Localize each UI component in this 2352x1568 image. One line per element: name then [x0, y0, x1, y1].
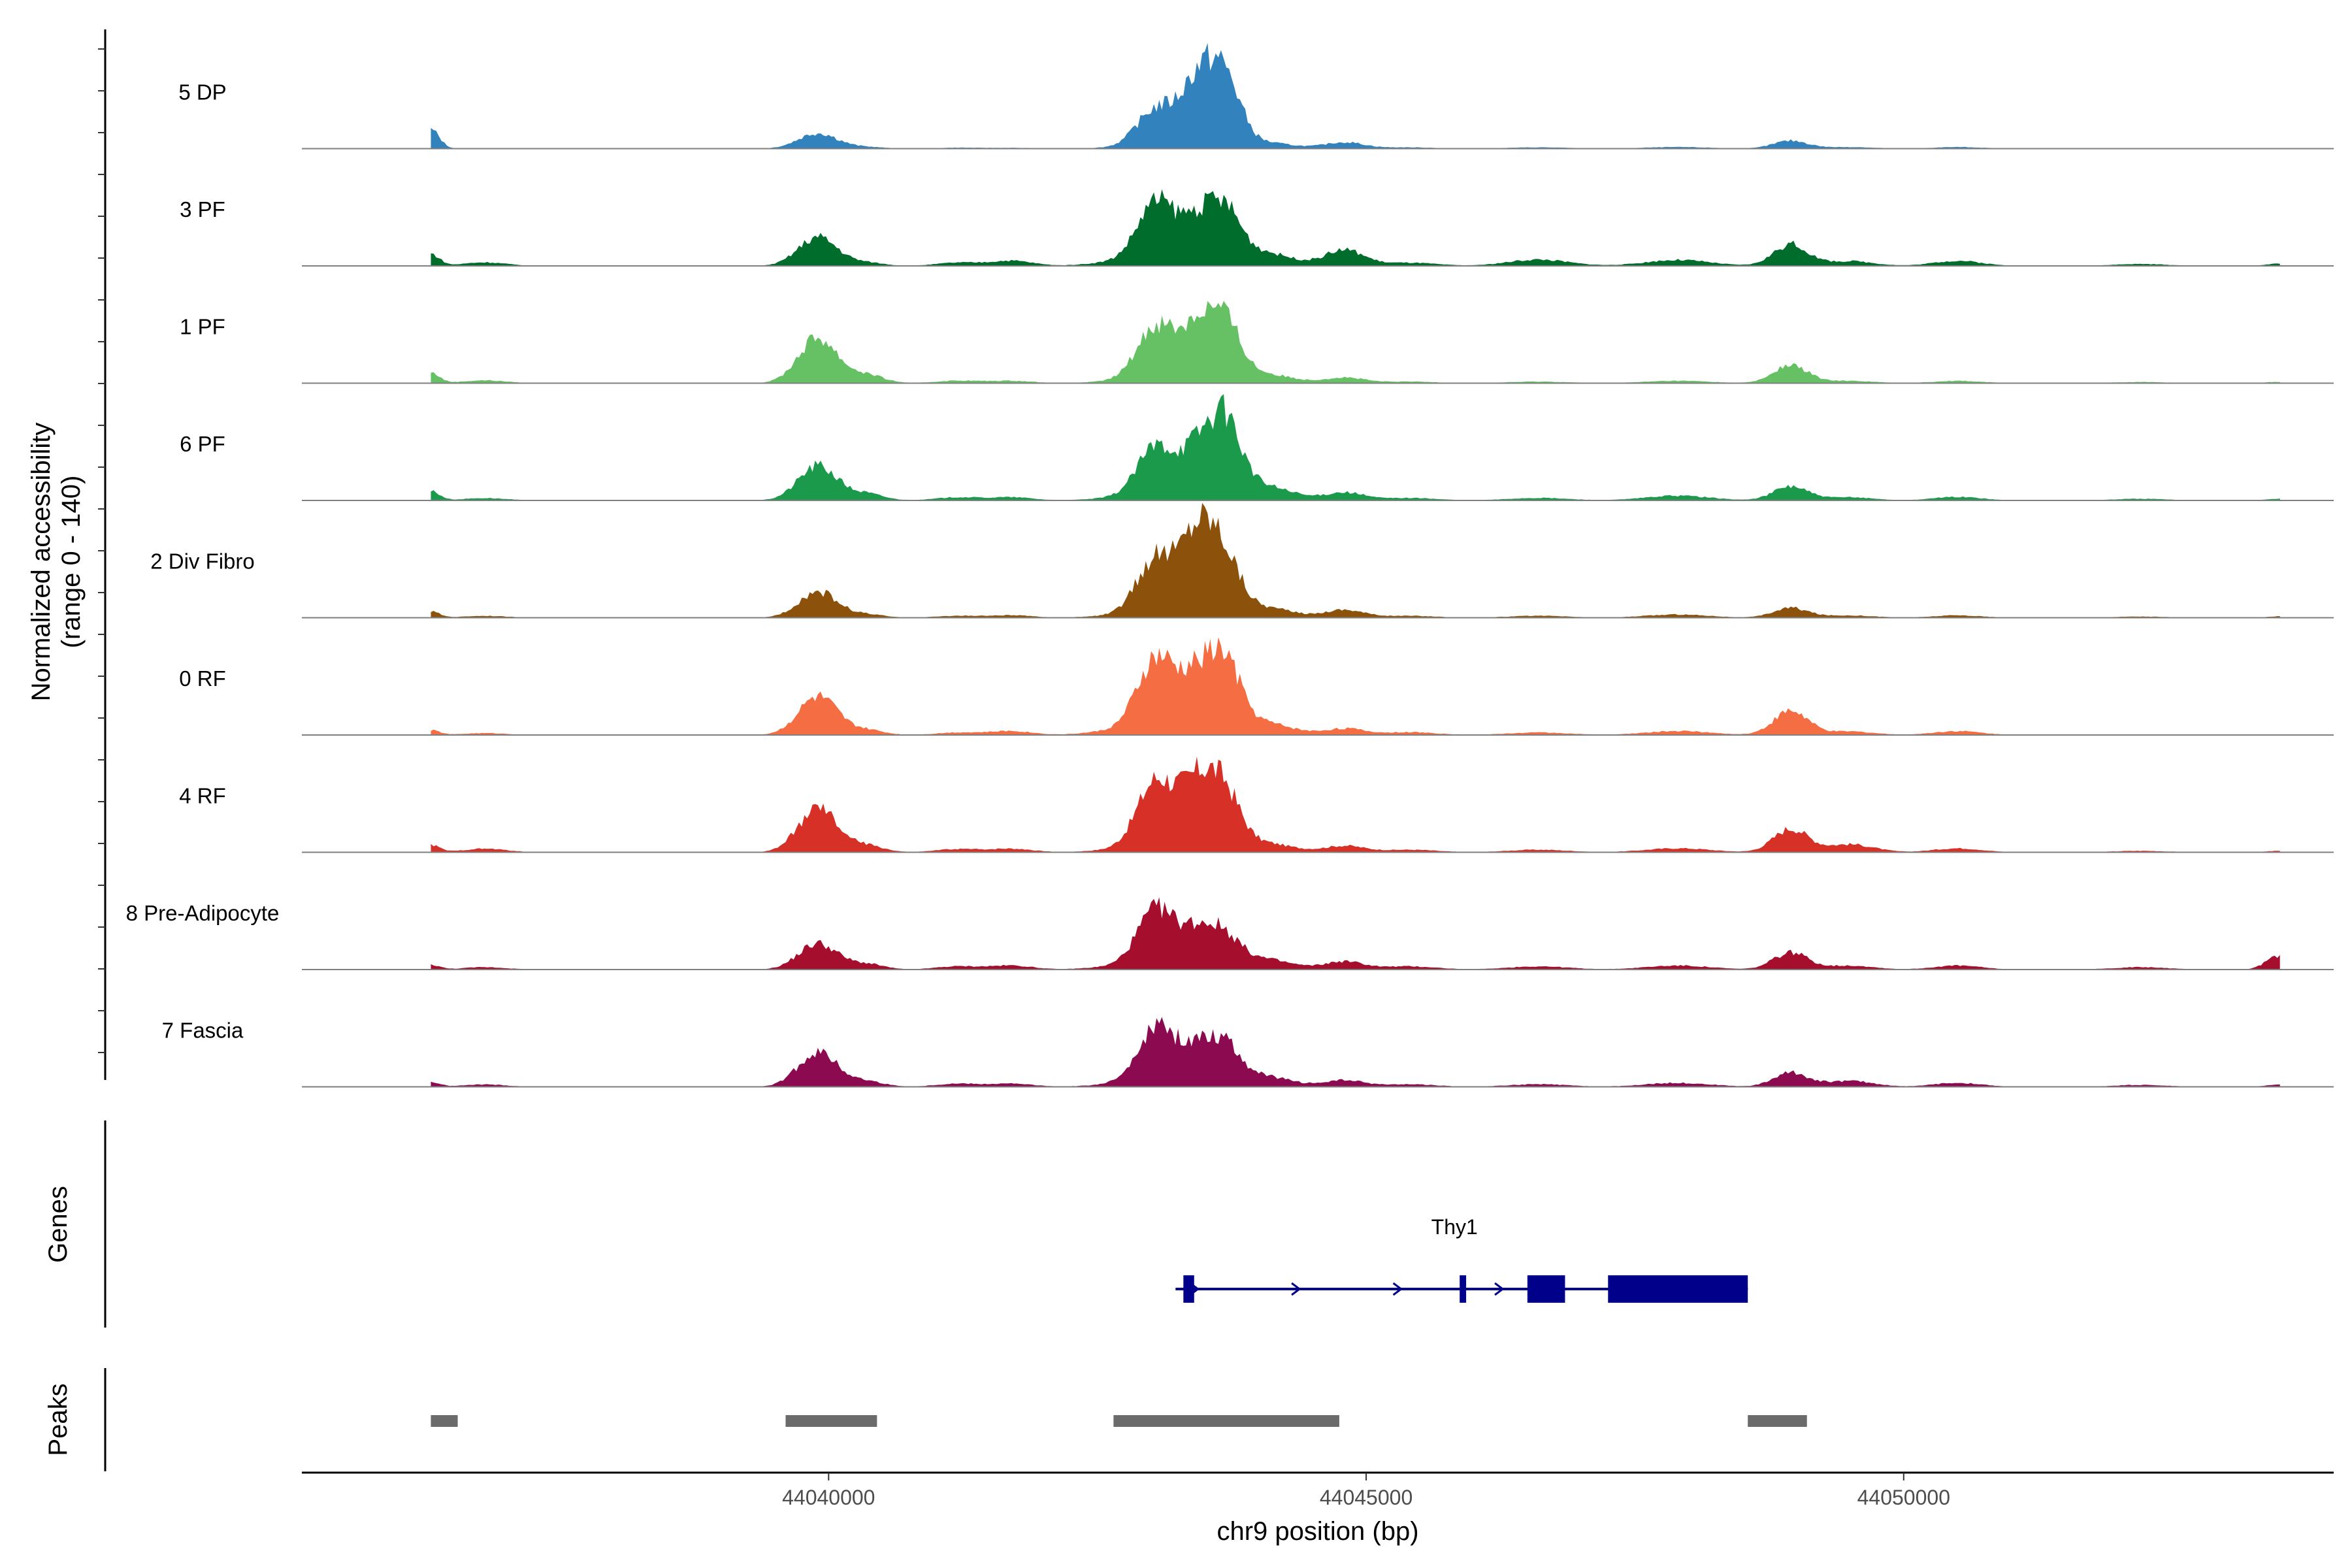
- gene-label: Thy1: [1431, 1215, 1478, 1239]
- track-label: 5 DP: [178, 80, 226, 105]
- track-label: 8 Pre-Adipocyte: [126, 901, 280, 925]
- strand-arrow: [1392, 1282, 1403, 1296]
- y-axis-title-line1: Normalized accessibility: [27, 423, 56, 702]
- peaks-panel-title: Peaks: [44, 1383, 73, 1456]
- peak-region: [1748, 1415, 1807, 1427]
- coverage-area-5-dp: [431, 42, 2259, 149]
- strand-arrow: [1494, 1282, 1505, 1296]
- coverage-area-8-pre-adipocyte: [431, 897, 2280, 970]
- track-label: 7 Fascia: [162, 1019, 244, 1043]
- track-0-rf: 0 RF: [179, 637, 2334, 736]
- track-6-pf: 6 PF: [180, 394, 2334, 501]
- coverage-y-ticks: [98, 48, 105, 1053]
- track-label: 6 PF: [180, 432, 225, 456]
- track-8-pre-adipocyte: 8 Pre-Adipocyte: [126, 897, 2334, 970]
- gene-exon: [1527, 1275, 1565, 1303]
- peak-region: [431, 1415, 458, 1427]
- track-label: 4 RF: [179, 784, 226, 808]
- coverage-area-4-rf: [431, 756, 2280, 853]
- x-tick-label: 44045000: [1320, 1486, 1413, 1509]
- x-tick-label: 44050000: [1857, 1486, 1950, 1509]
- peak-annotations: [431, 1415, 1807, 1427]
- track-2-div-fibro: 2 Div Fibro: [150, 502, 2334, 619]
- gene-exon: [1608, 1275, 1748, 1303]
- coverage-area-3-pf: [431, 189, 2280, 266]
- track-label: 0 RF: [179, 666, 226, 691]
- genes-panel-title: Genes: [44, 1186, 73, 1263]
- track-label: 2 Div Fibro: [150, 549, 255, 574]
- track-4-rf: 4 RF: [179, 756, 2334, 853]
- x-axis-ticks: 44040000 44045000 44050000: [782, 1473, 1950, 1509]
- track-3-pf: 3 PF: [180, 189, 2334, 267]
- coverage-area-0-rf: [431, 637, 2012, 735]
- peak-region: [785, 1415, 877, 1427]
- coverage-tracks: 5 DP 3 PF 1 PF 6 PF 2 Div Fibro 0 RF 4 RF 8 Pre…: [126, 42, 2334, 1088]
- coverage-area-2-div-fibro: [431, 502, 2280, 618]
- coverage-area-1-pf: [431, 301, 2280, 384]
- x-axis-title: chr9 position (bp): [1217, 1517, 1418, 1546]
- coverage-area-6-pf: [431, 394, 2280, 500]
- track-5-dp: 5 DP: [178, 42, 2334, 150]
- x-tick-label: 44040000: [782, 1486, 875, 1509]
- strand-arrow: [1291, 1282, 1301, 1296]
- track-label: 3 PF: [180, 197, 225, 221]
- gene-exon: [1460, 1275, 1467, 1303]
- coverage-area-7-fascia: [431, 1017, 2280, 1087]
- track-1-pf: 1 PF: [180, 301, 2334, 384]
- track-label: 1 PF: [180, 315, 225, 339]
- y-axis-title-line2: (range 0 - 140): [57, 476, 86, 649]
- gene-exon: [1183, 1275, 1194, 1303]
- gene-annotations: Thy1: [1175, 1215, 1748, 1303]
- track-7-fascia: 7 Fascia: [162, 1017, 2334, 1088]
- peak-region: [1113, 1415, 1339, 1427]
- gene-thy1: Thy1: [1175, 1215, 1748, 1303]
